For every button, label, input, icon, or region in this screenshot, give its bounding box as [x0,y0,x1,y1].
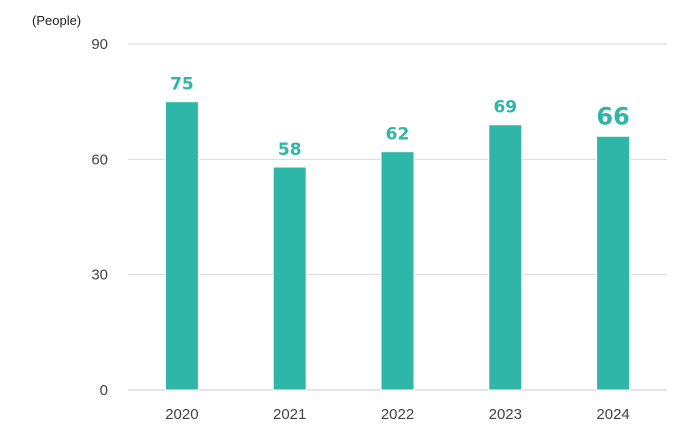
data-label-2023: 69 [493,98,517,118]
bar-2024 [596,135,631,391]
data-label-2020: 75 [170,75,194,95]
data-label-2024: 66 [596,102,629,130]
data-labels: 75 58 62 69 66 [170,75,630,160]
x-axis-ticks: 2020 2021 2022 2023 2024 [165,406,630,423]
data-label-2022: 62 [386,125,410,145]
x-tick-label-2024: 2024 [596,406,629,423]
bar-2023 [488,124,523,391]
y-tick-label: 60 [91,151,108,168]
x-tick-label-2023: 2023 [489,406,522,423]
bar-2022 [380,151,415,391]
y-tick-label: 90 [91,36,108,53]
bar-2020 [164,101,199,391]
y-tick-label: 0 [100,382,108,399]
y-tick-label: 30 [91,267,108,284]
bar-2021 [272,166,307,391]
x-tick-label-2021: 2021 [273,406,306,423]
y-axis-ticks: 0 30 60 90 [91,36,108,399]
y-unit-label: (People) [32,13,81,28]
bars [164,101,631,391]
x-tick-label-2020: 2020 [165,406,198,423]
data-label-2021: 58 [278,140,302,160]
x-tick-label-2022: 2022 [381,406,414,423]
